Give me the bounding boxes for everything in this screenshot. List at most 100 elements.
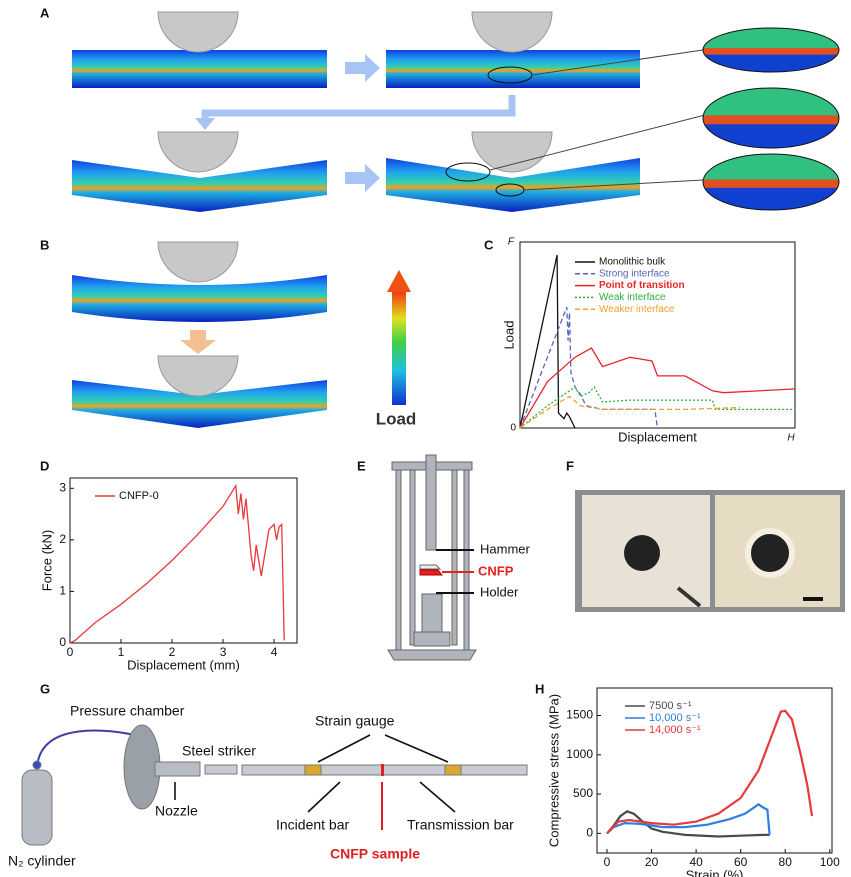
panel-f xyxy=(575,490,845,612)
legend-label: Monolithic bulk xyxy=(599,257,666,268)
panel-g xyxy=(21,724,528,846)
series-line xyxy=(69,483,285,644)
legend-label: 10,000 s⁻¹ xyxy=(649,712,701,724)
part-label: Strain gauge xyxy=(315,713,395,729)
panel-label: A xyxy=(40,5,50,20)
beam xyxy=(72,275,327,322)
part-label: Hammer xyxy=(480,541,531,556)
plot-frame xyxy=(69,477,298,644)
y-axis-label: Load xyxy=(501,321,516,350)
frame-base xyxy=(387,649,477,661)
cnfp xyxy=(419,569,444,576)
arrow xyxy=(180,330,216,354)
zoom-view xyxy=(702,27,840,73)
indenter xyxy=(471,11,553,53)
hammer xyxy=(425,454,437,551)
panel-label: H xyxy=(535,681,544,696)
x-axis-label: Displacement (mm) xyxy=(127,657,240,672)
series-line xyxy=(606,802,771,835)
beam xyxy=(72,160,327,212)
legend-label: 7500 s⁻¹ xyxy=(649,700,692,712)
indenter xyxy=(471,131,553,173)
x-tick-label: 2 xyxy=(169,645,176,659)
series-line xyxy=(606,810,770,838)
y-tick-label: 0 xyxy=(586,826,593,840)
x-tick-label: 0 xyxy=(67,645,74,659)
part-label: Steel striker xyxy=(182,743,256,759)
part-label: CNFP xyxy=(478,563,514,578)
panel-label: B xyxy=(40,237,49,252)
panel-label: F xyxy=(566,458,574,473)
panel-a xyxy=(72,11,840,212)
connector xyxy=(489,114,706,171)
y-axis-label: Compressive stress (MPa) xyxy=(546,694,561,847)
arrow xyxy=(201,95,516,119)
series-line xyxy=(606,709,814,835)
cylinder xyxy=(21,769,53,846)
beam xyxy=(72,380,327,428)
legend-label: Weaker interface xyxy=(599,304,675,315)
legend-label: 14,000 s⁻¹ xyxy=(649,724,701,736)
colorbar-label: Load xyxy=(376,409,417,428)
panel-b: Load xyxy=(72,241,417,428)
arrow xyxy=(195,118,215,130)
y-tick-label: 1 xyxy=(59,584,66,598)
y-axis-label: Force (kN) xyxy=(39,530,54,591)
part-label: N₂ cylinder xyxy=(8,853,76,869)
colorbar xyxy=(392,290,406,405)
plot-frame xyxy=(519,241,796,429)
x-axis-label: Displacement xyxy=(618,429,697,444)
sample xyxy=(381,764,384,776)
valve xyxy=(32,760,42,770)
zoom-view xyxy=(702,87,840,149)
indenter xyxy=(157,131,239,173)
tool xyxy=(676,586,702,608)
gauge xyxy=(444,764,462,776)
rod xyxy=(395,469,402,651)
x-tick-label: 1 xyxy=(118,645,125,659)
zoom-marker xyxy=(445,162,491,182)
indenter xyxy=(157,11,239,53)
striker xyxy=(204,764,238,775)
panel-e xyxy=(387,454,477,661)
nozzle xyxy=(154,761,201,777)
series-line xyxy=(519,395,741,429)
gauge xyxy=(304,764,322,776)
arrow xyxy=(345,54,380,82)
origin-label: 0 xyxy=(510,423,516,434)
legend-label: Weak interface xyxy=(599,292,666,303)
part-label: Transmission bar xyxy=(407,817,514,833)
indenter xyxy=(157,355,239,397)
series-line xyxy=(519,386,795,429)
base xyxy=(413,631,451,647)
panel-label: G xyxy=(40,681,50,696)
x-tick-label: 60 xyxy=(734,855,748,869)
x-tick-label: 100 xyxy=(820,855,840,869)
y-tick-label: 2 xyxy=(59,532,66,546)
panel-label: E xyxy=(357,458,366,473)
indenter xyxy=(157,241,239,283)
cnfp-ghost xyxy=(419,564,442,570)
zoom-view xyxy=(702,153,840,211)
y-tick-label: 3 xyxy=(59,480,66,494)
part-label: Holder xyxy=(480,584,519,599)
x-axis-label: Strain (%) xyxy=(686,867,744,877)
beam xyxy=(72,50,327,88)
beam xyxy=(386,50,640,88)
beam xyxy=(386,158,640,212)
y-tick-label: 1000 xyxy=(566,747,593,761)
plot-frame xyxy=(596,687,833,854)
connector xyxy=(523,179,704,191)
arrow xyxy=(345,164,380,192)
legend-label: Strong interface xyxy=(599,268,670,279)
y-tick-label: 0 xyxy=(59,635,66,649)
scale-bar xyxy=(803,597,823,601)
rod xyxy=(463,469,470,651)
bars xyxy=(241,764,528,776)
pointers xyxy=(174,734,456,813)
legend-label: Point of transition xyxy=(599,280,685,291)
part-label: Nozzle xyxy=(155,803,198,819)
connector xyxy=(531,49,704,76)
legend-label: CNFP-0 xyxy=(119,490,159,502)
